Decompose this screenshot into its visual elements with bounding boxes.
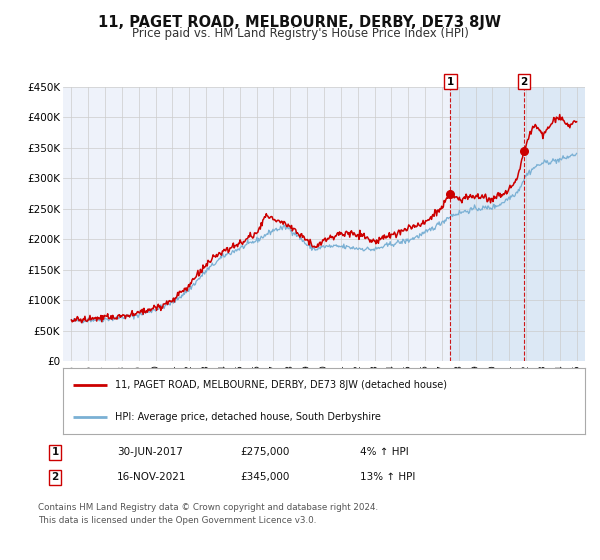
Text: £345,000: £345,000 bbox=[240, 472, 289, 482]
Text: Contains HM Land Registry data © Crown copyright and database right 2024.: Contains HM Land Registry data © Crown c… bbox=[38, 503, 378, 512]
Text: 2: 2 bbox=[520, 77, 527, 87]
Text: 30-JUN-2017: 30-JUN-2017 bbox=[117, 447, 183, 458]
Text: £275,000: £275,000 bbox=[240, 447, 289, 458]
Text: 4% ↑ HPI: 4% ↑ HPI bbox=[360, 447, 409, 458]
Text: 1: 1 bbox=[52, 447, 59, 458]
Text: 16-NOV-2021: 16-NOV-2021 bbox=[117, 472, 187, 482]
Bar bbox=[450, 87, 585, 361]
Text: 1: 1 bbox=[446, 77, 454, 87]
Text: This data is licensed under the Open Government Licence v3.0.: This data is licensed under the Open Gov… bbox=[38, 516, 316, 525]
Text: HPI: Average price, detached house, South Derbyshire: HPI: Average price, detached house, Sout… bbox=[115, 412, 381, 422]
Text: 13% ↑ HPI: 13% ↑ HPI bbox=[360, 472, 415, 482]
Text: 11, PAGET ROAD, MELBOURNE, DERBY, DE73 8JW: 11, PAGET ROAD, MELBOURNE, DERBY, DE73 8… bbox=[98, 15, 502, 30]
Text: 2: 2 bbox=[52, 472, 59, 482]
Text: Price paid vs. HM Land Registry's House Price Index (HPI): Price paid vs. HM Land Registry's House … bbox=[131, 27, 469, 40]
Text: 11, PAGET ROAD, MELBOURNE, DERBY, DE73 8JW (detached house): 11, PAGET ROAD, MELBOURNE, DERBY, DE73 8… bbox=[115, 380, 447, 390]
